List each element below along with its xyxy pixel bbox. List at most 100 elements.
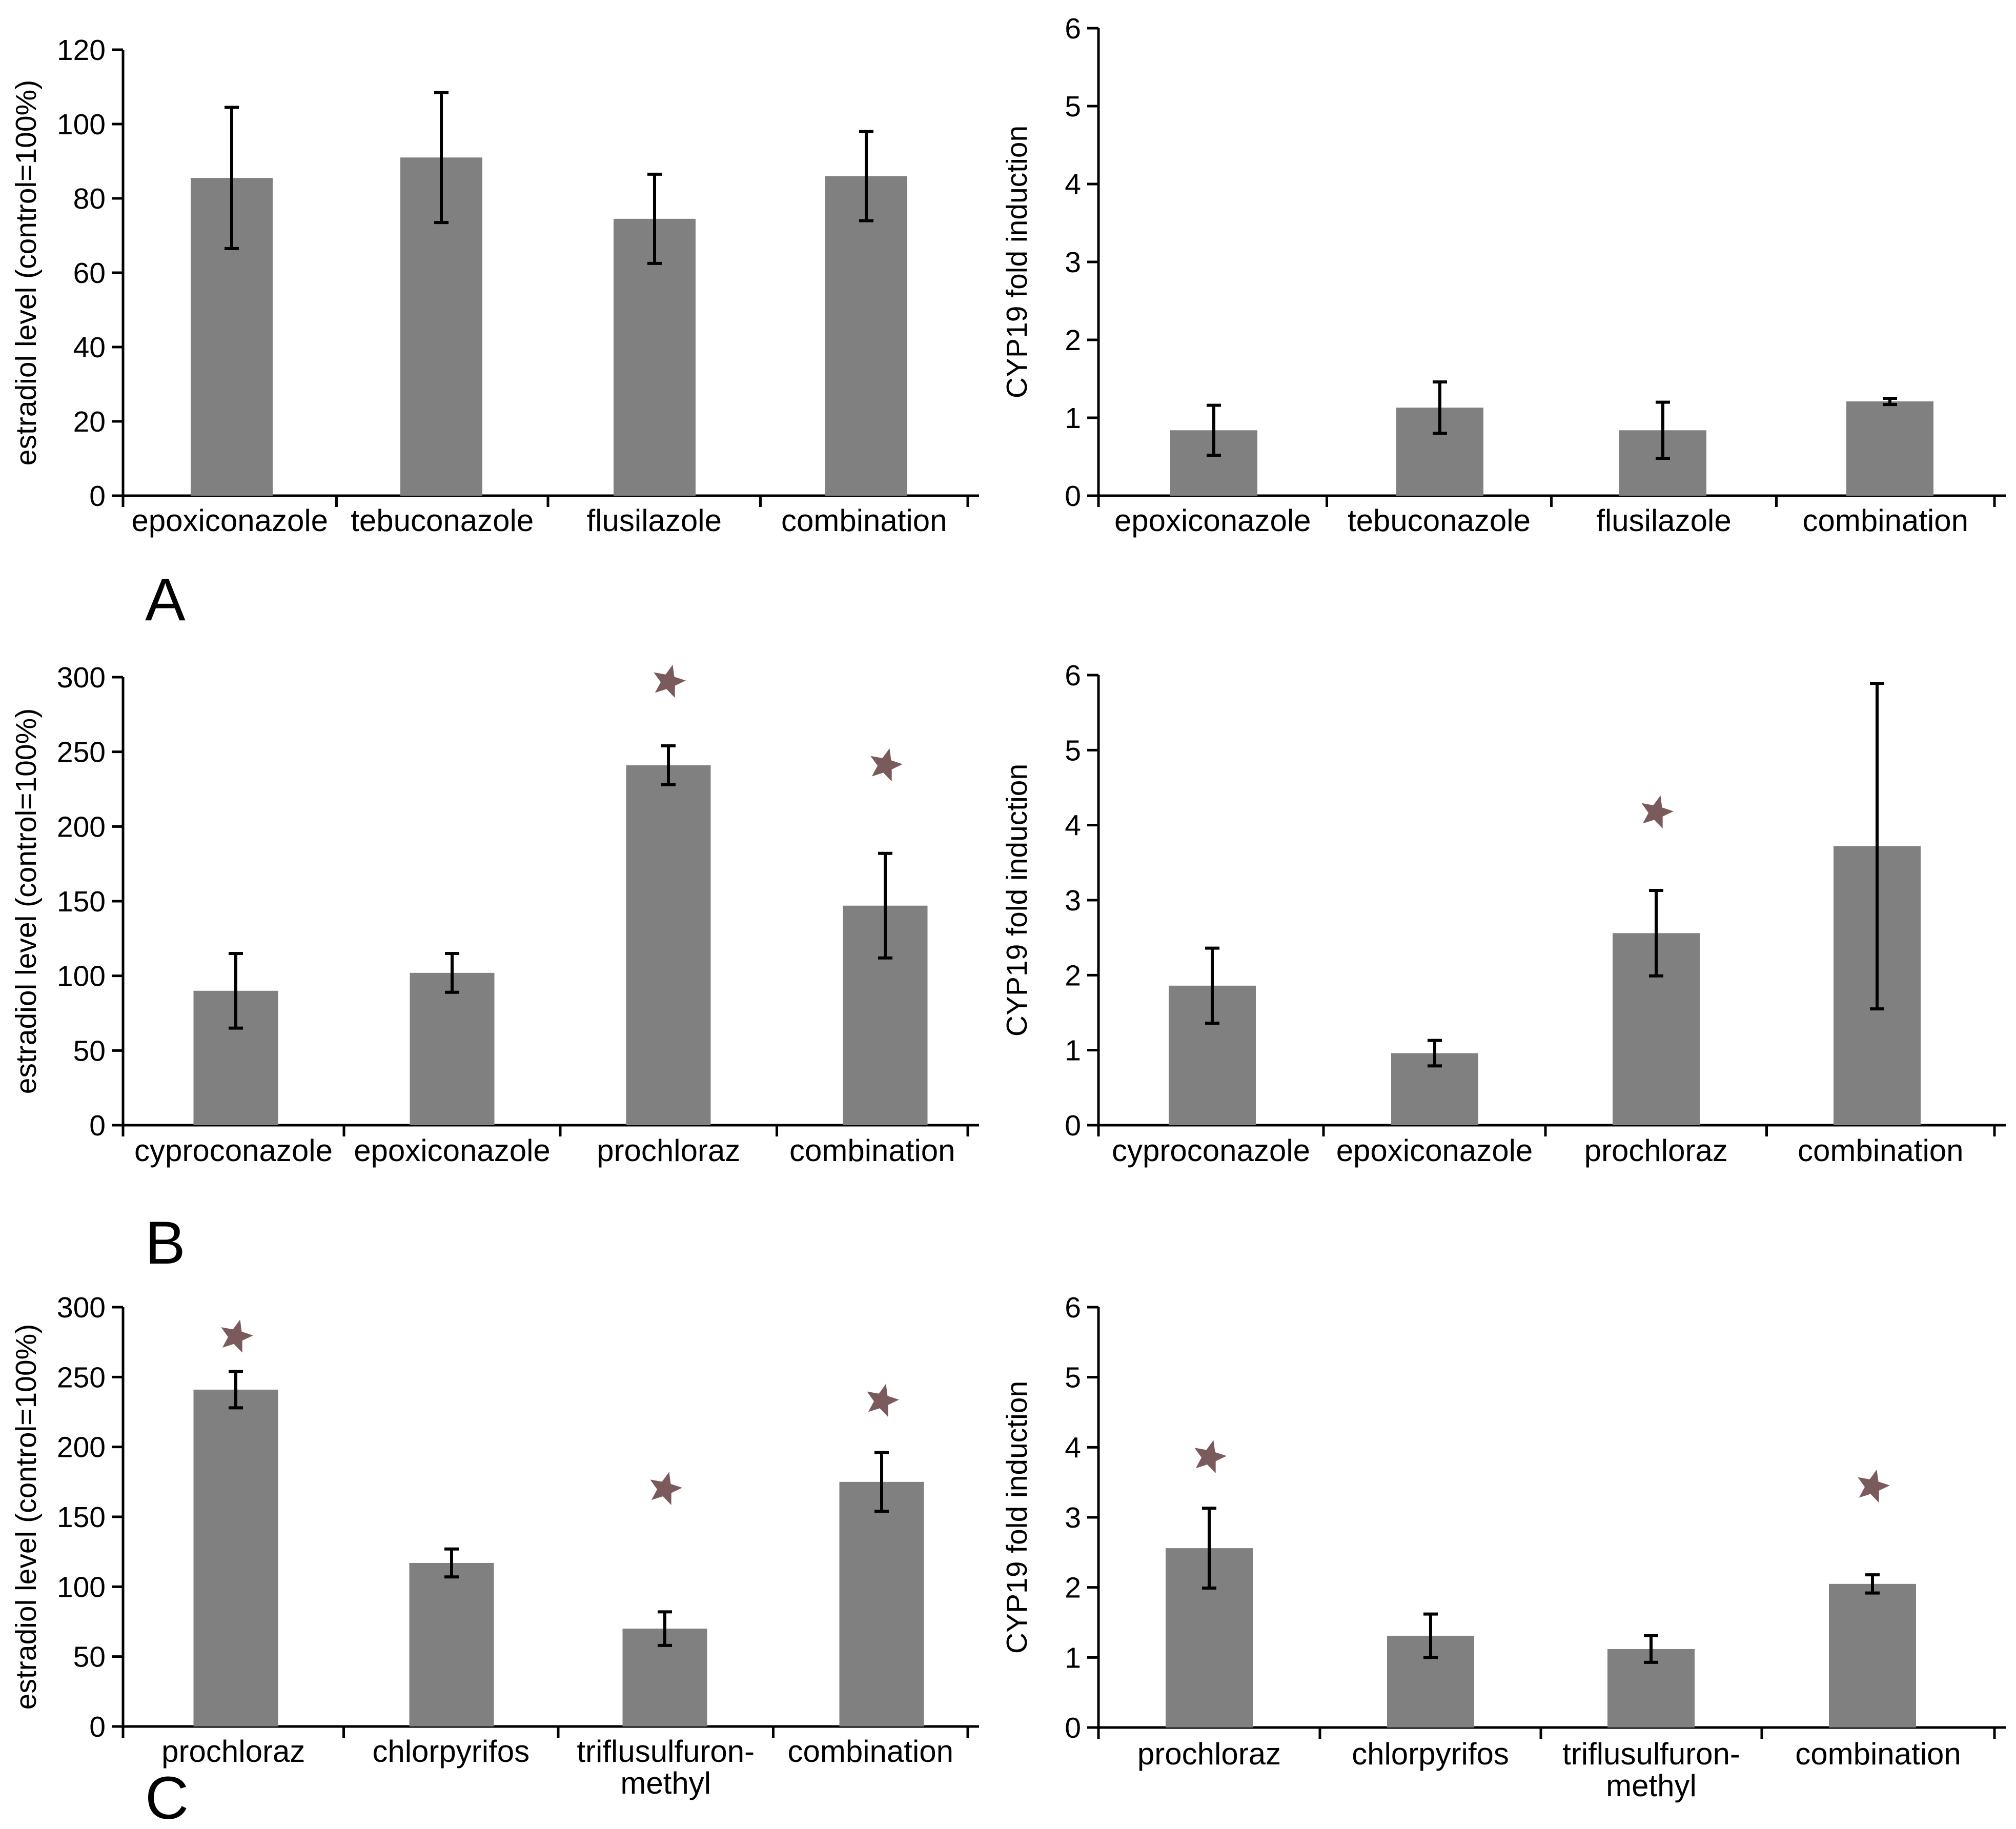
bar-3 xyxy=(839,1481,924,1726)
bar-3 xyxy=(825,176,907,496)
y-tick-label: 150 xyxy=(57,1501,106,1534)
x-category-label: triflusulfuron- xyxy=(577,1734,755,1769)
chart-c-right: 0 1 2 3 4 5 6 CYP19 fold induction prochloraz chl… xyxy=(1001,1291,2006,1803)
x-category-label: flusilazole xyxy=(1596,503,1731,538)
x-category-label: tebuconazole xyxy=(1348,503,1531,538)
y-tick-label: 0 xyxy=(1065,480,1081,513)
x-category-label: triflusulfuron- xyxy=(1562,1737,1740,1771)
y-tick-label: 40 xyxy=(73,331,106,364)
y-tick-label: 100 xyxy=(57,108,106,141)
chart-b-right: 0 1 2 3 4 5 6 CYP19 fold induction cyproconazole… xyxy=(1001,659,2006,1168)
y-tick-label: 3 xyxy=(1065,1501,1081,1534)
y-tick-label: 200 xyxy=(57,1431,106,1464)
x-category-label: combination xyxy=(1798,1133,1964,1168)
y-tick-label: 6 xyxy=(1065,12,1081,45)
y-tick-label: 3 xyxy=(1065,884,1081,917)
y-tick-label: 150 xyxy=(57,885,106,918)
y-tick-label: 80 xyxy=(73,182,106,215)
panel-letter-b: B xyxy=(145,1209,186,1277)
x-category-label: prochloraz xyxy=(597,1133,740,1168)
panel-letter-c: C xyxy=(145,1764,189,1829)
y-tick-label: 0 xyxy=(89,480,106,513)
x-category-label: prochloraz xyxy=(161,1734,305,1769)
significance-star-icon xyxy=(1194,1440,1227,1474)
x-category-label: prochloraz xyxy=(1137,1737,1281,1771)
bar-1 xyxy=(409,1562,494,1726)
y-tick-label: 6 xyxy=(1065,659,1081,692)
chart-b-left: 0 50 100 150 200 250 300 estradiol level (contr… xyxy=(10,661,979,1168)
x-category-label: epoxiconazole xyxy=(1336,1133,1533,1168)
y-axis-label: estradiol level (control=100%) xyxy=(10,80,43,465)
x-category-label: prochloraz xyxy=(1584,1133,1728,1168)
y-tick-label: 5 xyxy=(1065,90,1081,123)
x-category-label: combination xyxy=(1795,1737,1961,1771)
y-tick-label: 120 xyxy=(57,34,106,67)
x-category-label: epoxiconazole xyxy=(1114,503,1311,538)
x-category-label: tebuconazole xyxy=(351,503,534,538)
y-tick-label: 100 xyxy=(57,1571,106,1603)
y-tick-label: 0 xyxy=(89,1711,106,1743)
x-category-label: cyproconazole xyxy=(1112,1133,1310,1168)
bar-3 xyxy=(1846,401,1933,496)
y-tick-label: 1 xyxy=(1065,1034,1081,1067)
x-category-label: epoxiconazole xyxy=(354,1133,551,1168)
bar-2 xyxy=(614,218,696,496)
chart-a-right: 0 1 2 3 4 5 6 CYP19 fold induction epoxiconazole… xyxy=(1001,12,2006,538)
y-tick-label: 2 xyxy=(1065,324,1081,357)
x-category-label: combination xyxy=(1802,503,1968,538)
y-tick-label: 4 xyxy=(1065,1431,1081,1464)
y-axis-label: estradiol level (control=100%) xyxy=(10,1324,43,1710)
y-tick-label: 100 xyxy=(57,960,106,993)
x-category-label: chlorpyrifos xyxy=(372,1734,530,1769)
x-category-label: cyproconazole xyxy=(134,1133,333,1168)
y-axis-label: CYP19 fold induction xyxy=(1001,764,1033,1037)
y-tick-label: 300 xyxy=(57,1291,106,1324)
bar-0 xyxy=(193,1389,278,1726)
y-tick-label: 1 xyxy=(1065,402,1081,435)
y-tick-label: 3 xyxy=(1065,246,1081,279)
significance-star-icon xyxy=(870,748,903,782)
x-category-label: combination xyxy=(781,503,947,538)
x-category-label: combination xyxy=(787,1734,953,1769)
y-tick-label: 300 xyxy=(57,661,106,694)
y-tick-label: 0 xyxy=(89,1109,106,1142)
panel-letter-a: A xyxy=(145,566,186,634)
y-axis-label: CYP19 fold induction xyxy=(1001,1381,1033,1654)
y-tick-label: 2 xyxy=(1065,959,1081,992)
y-tick-label: 4 xyxy=(1065,168,1081,201)
significance-star-icon xyxy=(1858,1469,1890,1503)
y-tick-label: 0 xyxy=(1065,1712,1081,1744)
y-tick-label: 1 xyxy=(1065,1641,1081,1674)
y-tick-label: 50 xyxy=(73,1641,106,1674)
y-tick-label: 5 xyxy=(1065,734,1081,767)
y-tick-label: 20 xyxy=(73,405,106,438)
x-category-label: chlorpyrifos xyxy=(1352,1737,1509,1771)
y-tick-label: 4 xyxy=(1065,809,1081,842)
y-tick-label: 250 xyxy=(57,736,106,769)
chart-a-left: 0 20 40 60 80 100 120 estradiol level (control=… xyxy=(10,34,979,538)
y-axis-label: estradiol level (control=100%) xyxy=(10,708,43,1094)
significance-star-icon xyxy=(867,1384,899,1417)
significance-star-icon xyxy=(650,1472,682,1506)
significance-star-icon xyxy=(654,664,686,698)
chart-c-left: 0 50 100 150 200 250 300 estradiol level (contr… xyxy=(10,1291,979,1800)
y-tick-label: 2 xyxy=(1065,1572,1081,1604)
x-category-label: flusilazole xyxy=(587,503,722,538)
significance-star-icon xyxy=(1641,795,1674,829)
x-category-label: combination xyxy=(789,1133,955,1168)
y-axis-label: CYP19 fold induction xyxy=(1001,126,1033,398)
y-tick-label: 6 xyxy=(1065,1291,1081,1324)
bar-2 xyxy=(626,765,711,1125)
y-tick-label: 200 xyxy=(57,810,106,843)
x-category-label: epoxiconazole xyxy=(131,503,328,538)
y-tick-label: 5 xyxy=(1065,1361,1081,1394)
bar-1 xyxy=(410,972,495,1125)
y-tick-label: 250 xyxy=(57,1361,106,1394)
bar-3 xyxy=(1829,1583,1916,1728)
x-category-label: methyl xyxy=(1606,1769,1697,1803)
y-tick-label: 60 xyxy=(73,257,106,290)
y-tick-label: 50 xyxy=(73,1034,106,1067)
x-category-label: methyl xyxy=(620,1766,711,1800)
